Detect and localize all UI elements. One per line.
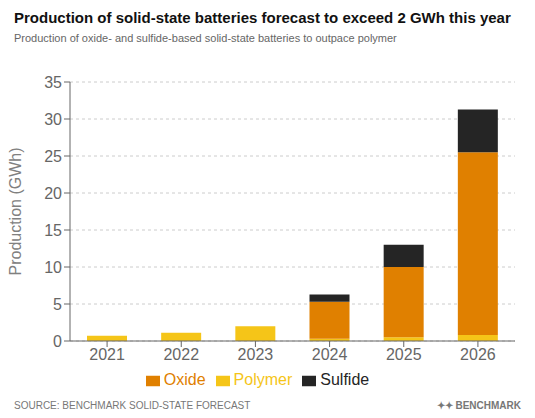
svg-text:25: 25 bbox=[44, 148, 62, 165]
svg-text:30: 30 bbox=[44, 111, 62, 128]
svg-text:10: 10 bbox=[44, 259, 62, 276]
html-text:✦✦ BENCHMARK: ✦✦ BENCHMARK bbox=[436, 399, 521, 411]
svg-text:2023: 2023 bbox=[238, 346, 274, 363]
svg-text:20: 20 bbox=[44, 185, 62, 202]
svg-text:15: 15 bbox=[44, 222, 62, 239]
html-text:Production of oxide- and sulfi: Production of oxide- and sulfide-based s… bbox=[14, 32, 397, 44]
svg-text:2024: 2024 bbox=[312, 346, 348, 363]
svg-text:2022: 2022 bbox=[163, 346, 199, 363]
html-text:Oxide: Oxide bbox=[163, 371, 206, 388]
svg-text:Production (GWh): Production (GWh) bbox=[8, 147, 24, 275]
svg-text:2026: 2026 bbox=[460, 346, 496, 363]
svg-text:2021: 2021 bbox=[89, 346, 125, 363]
svg-text:2025: 2025 bbox=[386, 346, 422, 363]
html-text:SOURCE: BENCHMARK SOLID-STATE: SOURCE: BENCHMARK SOLID-STATE FORECAST bbox=[14, 399, 251, 411]
html-text:Production of solid-state batt: Production of solid-state batteries fore… bbox=[14, 9, 511, 26]
html-text:Polymer: Polymer bbox=[233, 371, 293, 388]
html-text:Sulfide: Sulfide bbox=[320, 371, 370, 388]
svg-text:0: 0 bbox=[53, 333, 62, 350]
svg-text:5: 5 bbox=[53, 296, 62, 313]
svg-text:35: 35 bbox=[44, 74, 62, 91]
